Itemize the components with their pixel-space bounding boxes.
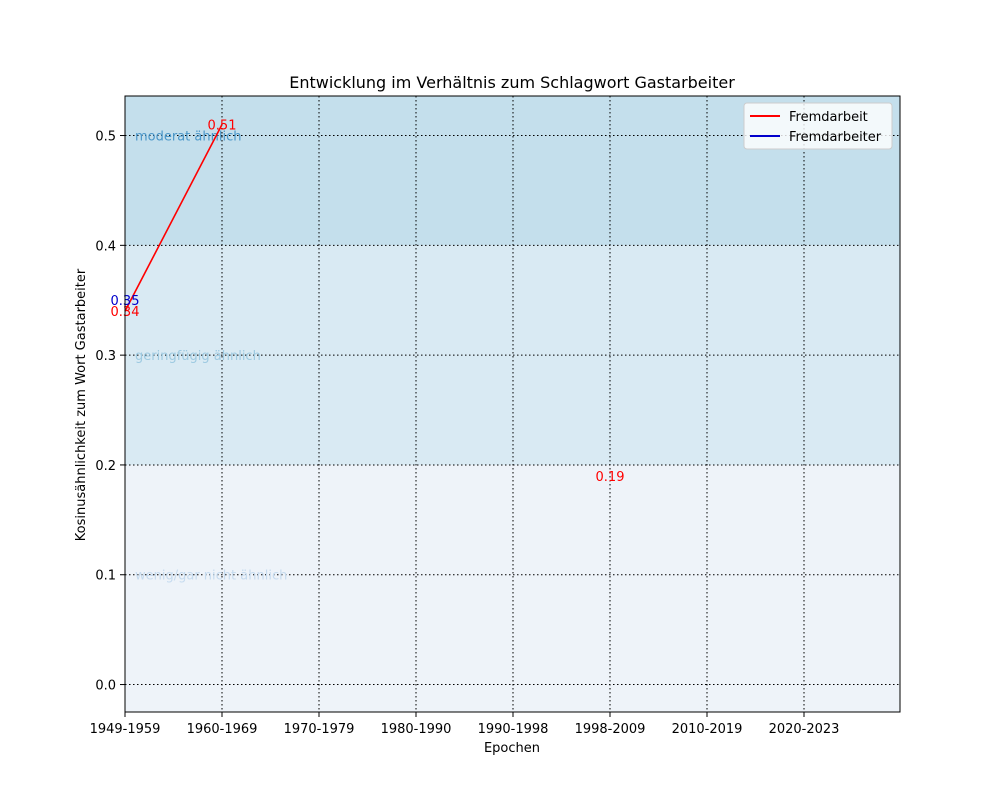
- legend-label: Fremdarbeit: [789, 110, 868, 125]
- y-tick-label: 0.5: [95, 130, 116, 145]
- x-axis-ticks: 1949-1959 1960-1969 1970-1979 1980-1990 1990…: [90, 712, 840, 737]
- legend-box: [743, 102, 893, 150]
- x-tick-label: 1990-1998: [478, 722, 549, 737]
- x-tick-label: 1960-1969: [187, 722, 258, 737]
- y-tick-label: 0.2: [95, 459, 116, 474]
- x-tick-label: 2020-2023: [769, 722, 840, 737]
- y-axis-label: Kosinusähnlichkeit zum Wort Gastarbeiter: [74, 268, 89, 541]
- series-lines: [124, 124, 223, 312]
- y-axis-ticks: 0.0 0.1 0.2 0.3 0.4 0.5: [95, 130, 125, 694]
- y-tick-label: 0.3: [95, 349, 116, 364]
- x-tick-label: 1980-1990: [381, 722, 452, 737]
- data-label: 0.19: [596, 470, 625, 485]
- band-label: moderat ähnlich: [135, 130, 241, 145]
- y-tick-label: 0.0: [95, 679, 116, 694]
- x-tick-label: 2010-2019: [672, 722, 743, 737]
- data-labels: 0.340.510.190.35: [111, 119, 625, 485]
- x-tick-label: 1998-2009: [575, 722, 646, 737]
- series-line: [124, 124, 223, 312]
- band-labels: wenig/gar nicht ähnlich geringfügig ähnli…: [135, 130, 287, 584]
- band-label: wenig/gar nicht ähnlich: [135, 569, 287, 584]
- y-tick-label: 0.4: [95, 239, 116, 254]
- data-label: 0.51: [208, 119, 237, 134]
- similarity-bands: [125, 96, 900, 712]
- grid: [124, 96, 900, 712]
- x-tick-label: 1949-1959: [90, 722, 161, 737]
- legend: Fremdarbeit Fremdarbeiter: [743, 102, 893, 150]
- x-axis-label: Epochen: [484, 741, 540, 756]
- x-tick-label: 1970-1979: [284, 722, 355, 737]
- legend-label: Fremdarbeiter: [789, 130, 882, 145]
- band-label: geringfügig ähnlich: [135, 349, 261, 364]
- y-tick-label: 0.1: [95, 569, 116, 584]
- chart-title: Entwicklung im Verhältnis zum Schlagwort…: [289, 73, 735, 92]
